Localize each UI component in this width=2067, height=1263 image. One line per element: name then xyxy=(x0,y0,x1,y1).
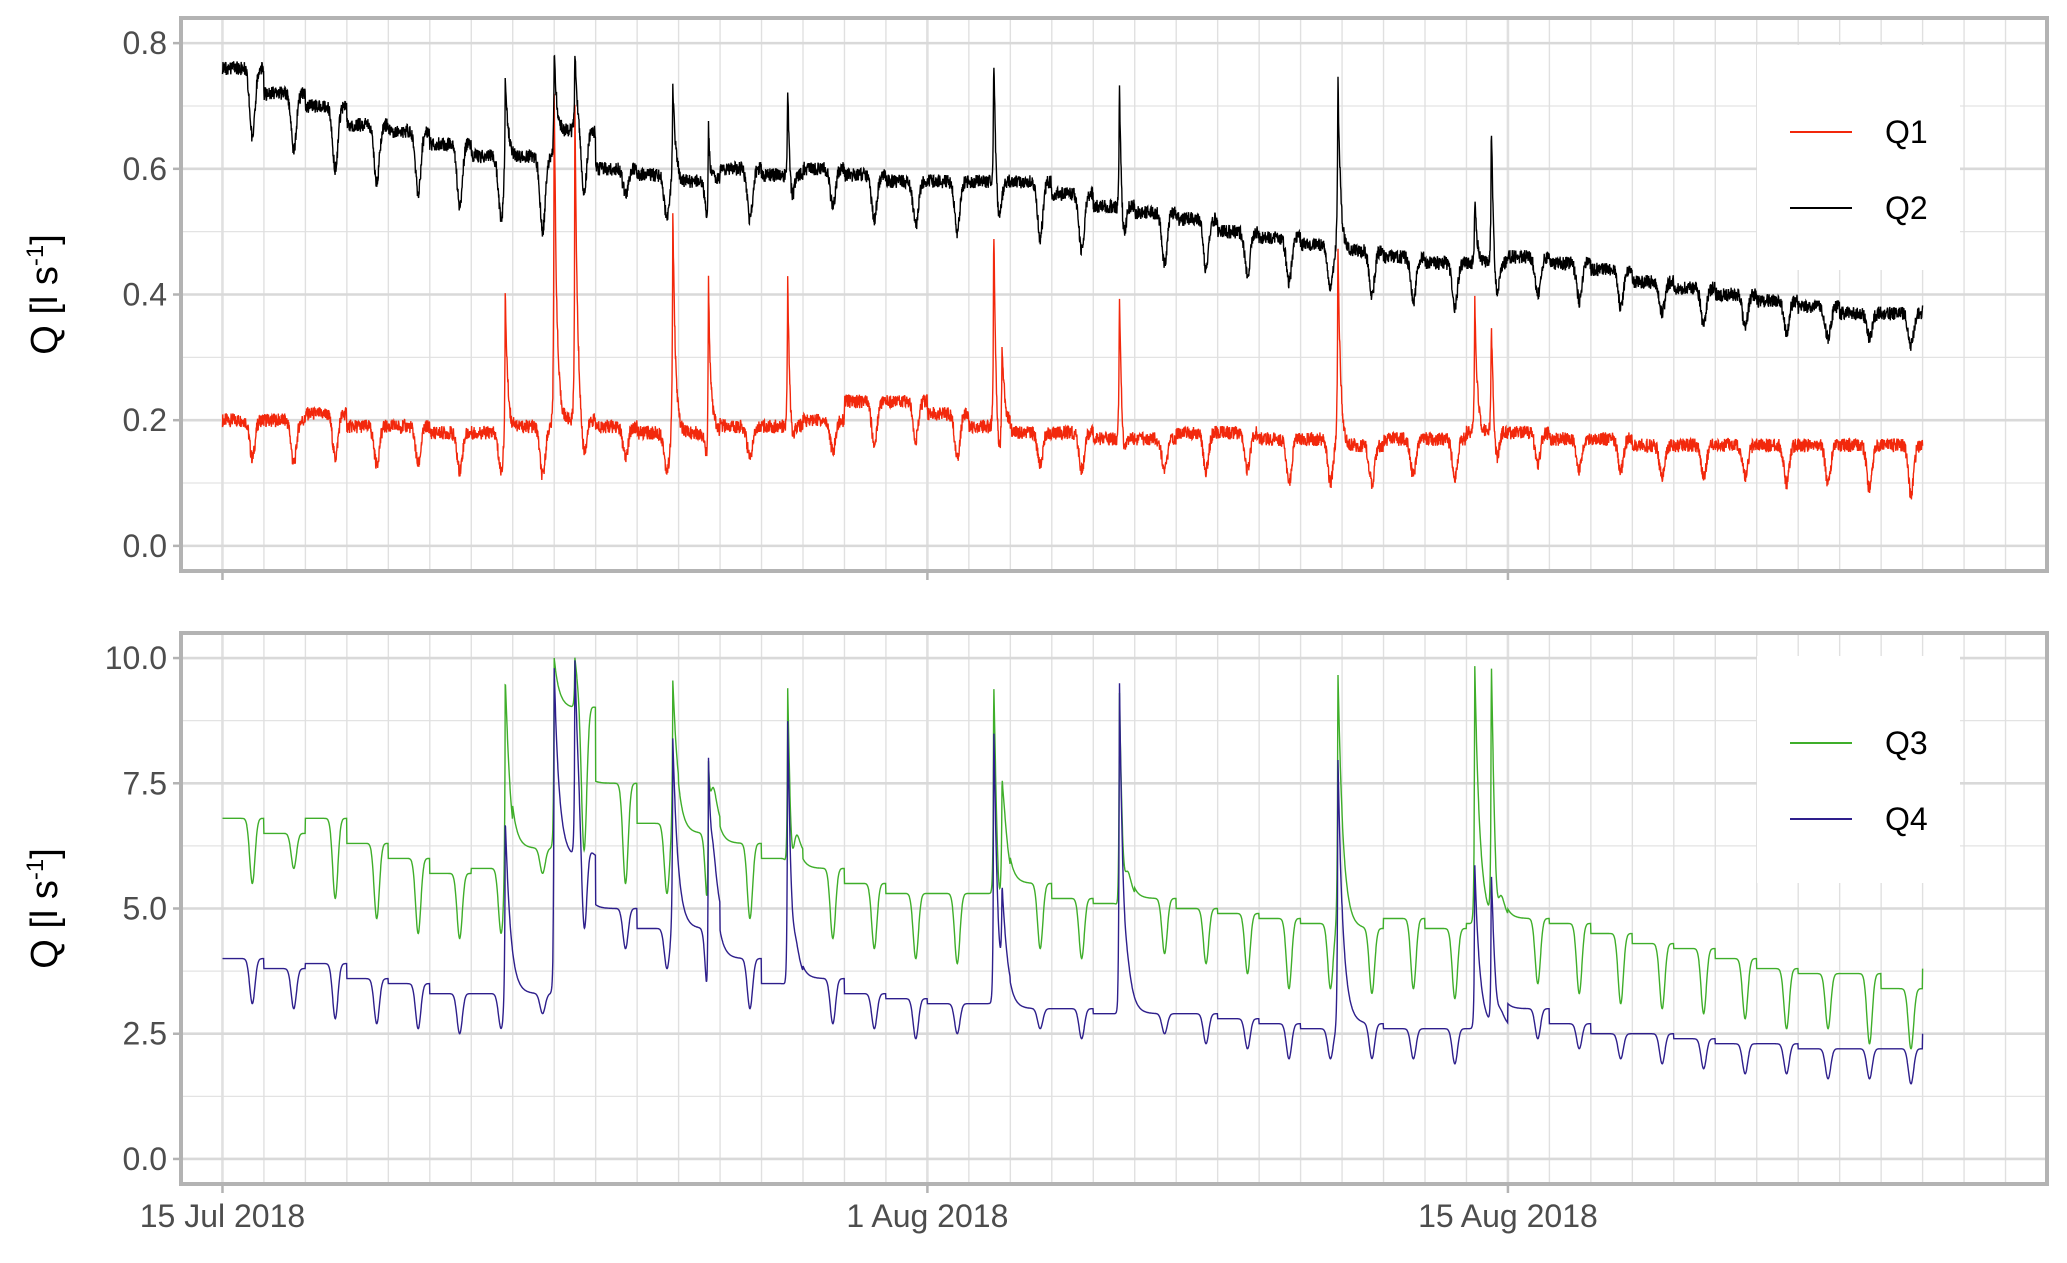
panel-2: 0.0 2.5 5.0 7.5 10.0 15 Jul 2018 1 Aug 2018 15 … xyxy=(22,631,2049,1234)
panel-border xyxy=(179,16,2049,573)
y-tick-label: 5.0 xyxy=(123,891,167,927)
series-line-q3 xyxy=(222,657,1924,1050)
y-tick-label: 0.8 xyxy=(123,25,167,61)
x-tick-label: 15 Aug 2018 xyxy=(1418,1198,1598,1234)
y-axis-title: Q [l s-1] xyxy=(22,848,66,969)
legend: Q1 Q2 xyxy=(1757,45,1960,270)
y-axis-title-main: Q [l s xyxy=(24,266,66,355)
y-tick-label: 0.4 xyxy=(123,277,167,313)
legend-background xyxy=(1757,656,1960,883)
y-axis-title-end: ] xyxy=(24,234,66,245)
panel-1: 0.0 0.2 0.4 0.6 0.8 Q [l s-1] Q1 Q2 xyxy=(22,16,2049,580)
y-tick-label: 0.2 xyxy=(123,402,167,438)
y-axis-title-end: ] xyxy=(24,848,66,859)
y-axis-title-superscript: -1 xyxy=(22,245,49,266)
legend-label-q2: Q2 xyxy=(1885,190,1928,226)
legend-label-q3: Q3 xyxy=(1885,725,1928,761)
legend-background xyxy=(1757,45,1960,270)
y-axis-title-superscript: -1 xyxy=(22,859,49,880)
y-axis-title: Q [l s-1] xyxy=(22,234,66,355)
series-line-q1 xyxy=(221,93,1924,500)
legend: Q3 Q4 xyxy=(1757,656,1960,883)
y-axis-title-main: Q [l s xyxy=(24,880,66,969)
y-tick-label: 0.6 xyxy=(123,151,167,187)
series-line-q4 xyxy=(222,660,1924,1085)
x-tick-label: 1 Aug 2018 xyxy=(846,1198,1008,1234)
y-tick-label: 2.5 xyxy=(123,1016,167,1052)
y-tick-label: 0.0 xyxy=(123,528,167,564)
legend-label-q4: Q4 xyxy=(1885,801,1928,837)
legend-label-q1: Q1 xyxy=(1885,114,1928,150)
panel-border xyxy=(179,631,2049,1186)
y-tick-label: 0.0 xyxy=(123,1141,167,1177)
y-tick-label: 7.5 xyxy=(123,765,167,801)
series-line-q2 xyxy=(221,54,1924,351)
x-tick-label: 15 Jul 2018 xyxy=(140,1198,305,1234)
y-tick-label: 10.0 xyxy=(105,640,167,676)
